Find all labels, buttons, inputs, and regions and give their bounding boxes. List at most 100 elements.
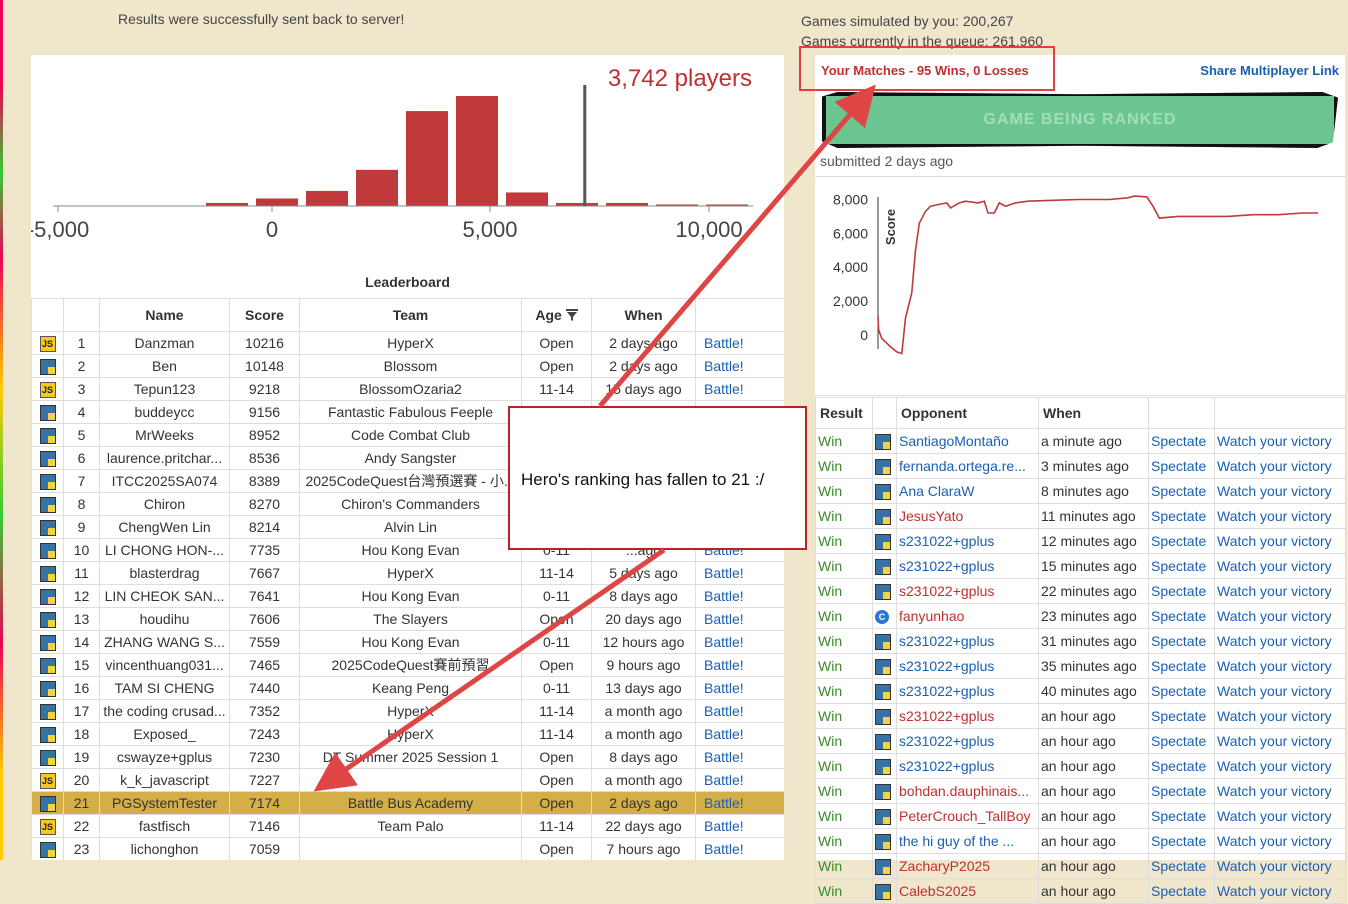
watch-victory-link[interactable]: Watch your victory bbox=[1214, 703, 1346, 729]
battle-button[interactable]: Battle! bbox=[695, 630, 784, 654]
score-history-line bbox=[877, 195, 1318, 355]
opponent-link[interactable]: s231022+gplus bbox=[896, 728, 1039, 754]
header-rank bbox=[63, 299, 100, 332]
opponent-link[interactable]: the hi guy of the ... bbox=[896, 828, 1039, 854]
spectate-link[interactable]: Spectate bbox=[1148, 603, 1215, 629]
leaderboard-row[interactable]: 19 cswayze+gplus 7230 DT Summer 2025 Sessio… bbox=[31, 745, 784, 769]
leaderboard-row[interactable]: 18 Exposed_ 7243 HyperX 11-14 a month ago Batt… bbox=[31, 722, 784, 746]
battle-button[interactable]: Battle! bbox=[695, 722, 784, 746]
opponent-link[interactable]: s231022+gplus bbox=[896, 528, 1039, 554]
opponent-link[interactable]: Ana ClaraW bbox=[896, 478, 1039, 504]
spectate-link[interactable]: Spectate bbox=[1148, 678, 1215, 704]
leaderboard-row[interactable]: 13 houdihu 7606 The Slayers Open 20 days ago B… bbox=[31, 607, 784, 631]
battle-button[interactable]: Battle! bbox=[695, 791, 784, 815]
opponent-link[interactable]: JesusYato bbox=[896, 503, 1039, 529]
battle-button[interactable]: Battle! bbox=[695, 768, 784, 792]
watch-victory-link[interactable]: Watch your victory bbox=[1214, 603, 1346, 629]
battle-button[interactable]: Battle! bbox=[695, 354, 784, 378]
opponent-link[interactable]: s231022+gplus bbox=[896, 753, 1039, 779]
leaderboard-row[interactable]: JS 3 Tepun123 9218 BlossomOzaria2 11-14 15 day… bbox=[31, 377, 784, 401]
watch-victory-link[interactable]: Watch your victory bbox=[1214, 778, 1346, 804]
battle-button[interactable]: Battle! bbox=[695, 699, 784, 723]
opponent-link[interactable]: bohdan.dauphinais... bbox=[896, 778, 1039, 804]
watch-victory-link[interactable]: Watch your victory bbox=[1214, 678, 1346, 704]
header-when[interactable]: When bbox=[591, 299, 696, 332]
leaderboard-row[interactable]: 23 lichonghon 7059 Open 7 hours ago Battle! bbox=[31, 837, 784, 860]
battle-button[interactable]: Battle! bbox=[695, 745, 784, 769]
watch-victory-link[interactable]: Watch your victory bbox=[1214, 878, 1346, 904]
leaderboard-row[interactable]: 15 vincenthuang031... 7465 2025CodeQuest賽前預… bbox=[31, 653, 784, 677]
watch-victory-link[interactable]: Watch your victory bbox=[1214, 478, 1346, 504]
watch-victory-link[interactable]: Watch your victory bbox=[1214, 503, 1346, 529]
spectate-link[interactable]: Spectate bbox=[1148, 428, 1215, 454]
spectate-link[interactable]: Spectate bbox=[1148, 503, 1215, 529]
opponent-link[interactable]: s231022+gplus bbox=[896, 678, 1039, 704]
watch-victory-link[interactable]: Watch your victory bbox=[1214, 428, 1346, 454]
opponent-link[interactable]: ZacharyP2025 bbox=[896, 853, 1039, 879]
opponent-link[interactable]: CalebS2025 bbox=[896, 878, 1039, 904]
battle-button[interactable]: Battle! bbox=[695, 331, 784, 355]
opponent-link[interactable]: s231022+gplus bbox=[896, 578, 1039, 604]
opponent-link[interactable]: fanyunhao bbox=[896, 603, 1039, 629]
watch-victory-link[interactable]: Watch your victory bbox=[1214, 553, 1346, 579]
spectate-link[interactable]: Spectate bbox=[1148, 478, 1215, 504]
header-age[interactable]: Age bbox=[521, 299, 592, 332]
battle-button[interactable]: Battle! bbox=[695, 584, 784, 608]
watch-victory-link[interactable]: Watch your victory bbox=[1214, 853, 1346, 879]
leaderboard-row[interactable]: 21 PGSystemTester 7174 Battle Bus Academy Op… bbox=[31, 791, 784, 815]
spectate-link[interactable]: Spectate bbox=[1148, 553, 1215, 579]
python-icon bbox=[39, 542, 56, 559]
spectate-link[interactable]: Spectate bbox=[1148, 703, 1215, 729]
watch-victory-link[interactable]: Watch your victory bbox=[1214, 828, 1346, 854]
opponent-link[interactable]: fernanda.ortega.re... bbox=[896, 453, 1039, 479]
spectate-link[interactable]: Spectate bbox=[1148, 453, 1215, 479]
opponent-link[interactable]: SantiagoMontaño bbox=[896, 428, 1039, 454]
spectate-link[interactable]: Spectate bbox=[1148, 628, 1215, 654]
leaderboard-row[interactable]: 14 ZHANG WANG S... 7559 Hou Kong Evan 0-11 12… bbox=[31, 630, 784, 654]
leaderboard-row[interactable]: JS 1 Danzman 10216 HyperX Open 2 days ago Battl… bbox=[31, 331, 784, 355]
leaderboard-row[interactable]: JS 20 k_k_javascript 7227 Open a month ago Bat… bbox=[31, 768, 784, 792]
leaderboard-row[interactable]: 12 LIN CHEOK SAN... 7641 Hou Kong Evan 0-11 8… bbox=[31, 584, 784, 608]
spectate-link[interactable]: Spectate bbox=[1148, 878, 1215, 904]
watch-victory-link[interactable]: Watch your victory bbox=[1214, 628, 1346, 654]
spectate-link[interactable]: Spectate bbox=[1148, 528, 1215, 554]
battle-button[interactable]: Battle! bbox=[695, 607, 784, 631]
battle-button[interactable]: Battle! bbox=[695, 561, 784, 585]
spectate-link[interactable]: Spectate bbox=[1148, 778, 1215, 804]
header-name[interactable]: Name bbox=[99, 299, 230, 332]
battle-button[interactable]: Battle! bbox=[695, 676, 784, 700]
spectate-link[interactable]: Spectate bbox=[1148, 728, 1215, 754]
leaderboard-row[interactable]: 17 the coding crusad... 7352 HyperX 11-14 a m… bbox=[31, 699, 784, 723]
opponent-link[interactable]: s231022+gplus bbox=[896, 628, 1039, 654]
battle-button[interactable]: Battle! bbox=[695, 377, 784, 401]
watch-victory-link[interactable]: Watch your victory bbox=[1214, 728, 1346, 754]
watch-victory-link[interactable]: Watch your victory bbox=[1214, 528, 1346, 554]
histogram-bar bbox=[256, 198, 298, 206]
watch-victory-link[interactable]: Watch your victory bbox=[1214, 803, 1346, 829]
header-score[interactable]: Score bbox=[229, 299, 300, 332]
watch-victory-link[interactable]: Watch your victory bbox=[1214, 753, 1346, 779]
spectate-link[interactable]: Spectate bbox=[1148, 828, 1215, 854]
watch-victory-link[interactable]: Watch your victory bbox=[1214, 578, 1346, 604]
leaderboard-row[interactable]: 11 blasterdrag 7667 HyperX 11-14 5 days ago Ba… bbox=[31, 561, 784, 585]
watch-victory-link[interactable]: Watch your victory bbox=[1214, 453, 1346, 479]
share-multiplayer-link[interactable]: Share Multiplayer Link bbox=[1200, 63, 1339, 78]
spectate-link[interactable]: Spectate bbox=[1148, 753, 1215, 779]
watch-victory-link[interactable]: Watch your victory bbox=[1214, 653, 1346, 679]
filter-icon[interactable] bbox=[565, 309, 578, 321]
battle-button[interactable]: Battle! bbox=[695, 837, 784, 860]
leaderboard-row[interactable]: 2 Ben 10148 Blossom Open 2 days ago Battle! bbox=[31, 354, 784, 378]
spectate-link[interactable]: Spectate bbox=[1148, 653, 1215, 679]
spectate-link[interactable]: Spectate bbox=[1148, 578, 1215, 604]
battle-button[interactable]: Battle! bbox=[695, 653, 784, 677]
opponent-link[interactable]: s231022+gplus bbox=[896, 703, 1039, 729]
spectate-link[interactable]: Spectate bbox=[1148, 853, 1215, 879]
battle-button[interactable]: Battle! bbox=[695, 814, 784, 838]
opponent-link[interactable]: s231022+gplus bbox=[896, 653, 1039, 679]
header-team[interactable]: Team bbox=[299, 299, 522, 332]
leaderboard-row[interactable]: 16 TAM SI CHENG 7440 Keang Peng 0-11 13 days … bbox=[31, 676, 784, 700]
leaderboard-row[interactable]: JS 22 fastfisch 7146 Team Palo 11-14 22 days a… bbox=[31, 814, 784, 838]
spectate-link[interactable]: Spectate bbox=[1148, 803, 1215, 829]
opponent-link[interactable]: PeterCrouch_TallBoy bbox=[896, 803, 1039, 829]
opponent-link[interactable]: s231022+gplus bbox=[896, 553, 1039, 579]
